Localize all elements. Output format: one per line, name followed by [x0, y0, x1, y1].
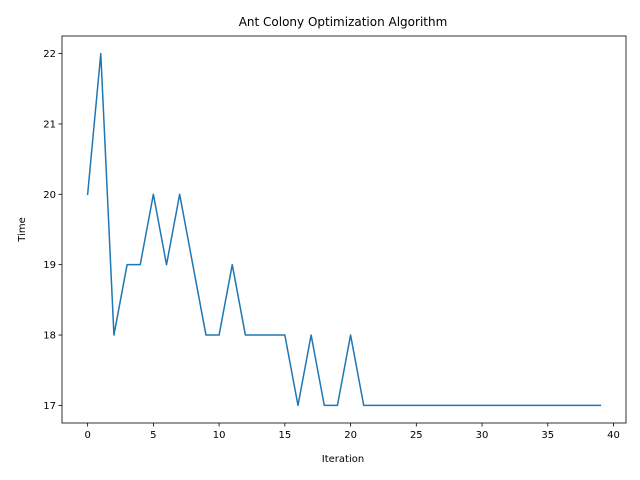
y-tick-label: 20	[43, 190, 56, 201]
x-tick-label: 25	[410, 430, 423, 441]
x-tick-label: 35	[541, 430, 554, 441]
chart-title: Ant Colony Optimization Algorithm	[239, 15, 448, 29]
plot-area	[86, 52, 602, 407]
x-tick-label: 30	[476, 430, 489, 441]
y-axis-label: Time	[17, 217, 28, 242]
x-axis-label: Iteration	[322, 454, 364, 465]
y-tick-label: 19	[43, 260, 56, 271]
y-tick-label: 21	[43, 119, 56, 130]
x-tick-label: 15	[278, 430, 291, 441]
x-tick-label: 20	[344, 430, 357, 441]
y-tick-label: 18	[43, 331, 56, 342]
y-tick-label: 22	[43, 49, 56, 60]
x-tick-label: 40	[607, 430, 620, 441]
x-tick-label: 10	[213, 430, 226, 441]
x-tick-label: 5	[150, 430, 156, 441]
series-line	[86, 52, 602, 407]
y-tick-label: 17	[43, 401, 56, 412]
y-axis-ticks: 17 18 19 20 21 22	[43, 49, 62, 412]
plot-frame	[61, 35, 627, 424]
x-tick-label: 0	[84, 430, 90, 441]
x-axis-ticks: 0 5 10 15 20 25 30 35 40	[84, 423, 620, 441]
